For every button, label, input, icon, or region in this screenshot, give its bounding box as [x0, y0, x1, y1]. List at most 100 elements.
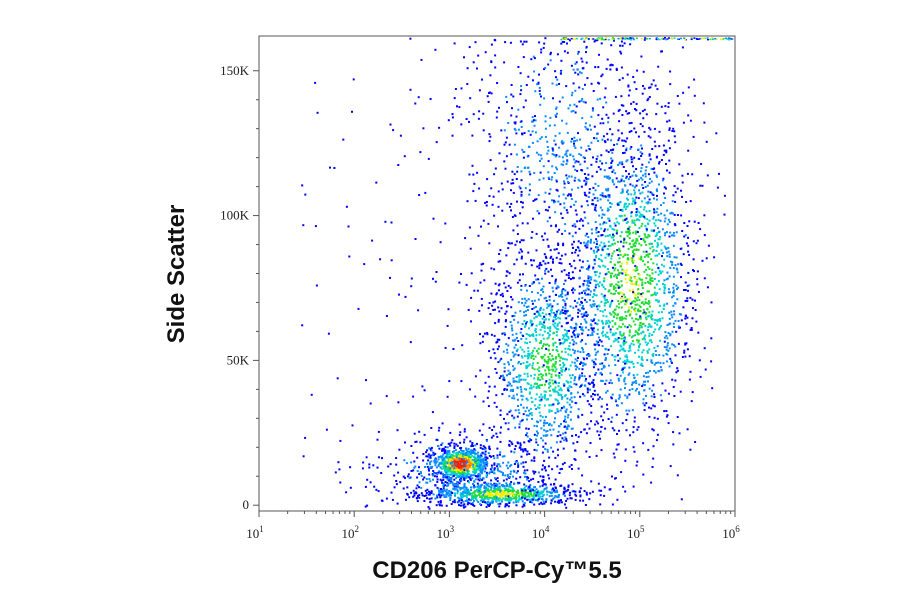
- event-dot: [565, 368, 567, 371]
- event-dot: [577, 160, 580, 163]
- event-dot: [623, 253, 626, 256]
- event-dot: [584, 176, 587, 179]
- event-dot: [525, 337, 528, 340]
- event-dot: [458, 482, 461, 485]
- event-dot: [497, 345, 500, 348]
- event-dot: [584, 384, 587, 387]
- event-dot: [498, 493, 501, 496]
- event-dot: [630, 121, 633, 124]
- event-dot: [561, 217, 564, 219]
- event-dot: [654, 271, 657, 274]
- event-dot: [582, 283, 585, 285]
- event-dot: [596, 343, 598, 346]
- event-dot: [584, 363, 587, 366]
- event-dot: [495, 405, 498, 408]
- event-dot: [563, 182, 566, 185]
- event-dot: [587, 353, 590, 355]
- event-dot: [467, 502, 470, 504]
- event-dot: [608, 219, 611, 222]
- event-dot: [647, 371, 650, 374]
- event-dot: [560, 325, 563, 328]
- event-dot: [528, 353, 531, 356]
- event-dot: [525, 496, 528, 499]
- event-dot: [436, 478, 439, 481]
- event-dot: [635, 168, 638, 170]
- event-dot: [468, 502, 471, 505]
- event-dot: [639, 343, 642, 346]
- event-dot: [584, 298, 587, 301]
- event-dot: [653, 396, 656, 398]
- event-dot: [606, 331, 609, 334]
- event-dot: [620, 104, 623, 107]
- event-dot: [525, 485, 528, 488]
- event-dot: [467, 458, 470, 461]
- event-dot: [475, 470, 477, 473]
- event-dot: [587, 328, 590, 331]
- event-dot: [489, 74, 492, 77]
- event-dot: [618, 271, 621, 274]
- event-dot: [510, 93, 513, 96]
- event-dot: [566, 401, 569, 404]
- event-dot: [617, 292, 620, 295]
- event-dot: [602, 106, 605, 109]
- event-dot: [631, 383, 633, 386]
- event-dot: [549, 303, 552, 306]
- event-dot: [515, 258, 518, 261]
- event-dot: [559, 258, 562, 261]
- event-dot: [571, 374, 574, 377]
- event-dot: [639, 363, 642, 366]
- event-dot: [510, 84, 513, 86]
- event-dot: [641, 92, 644, 95]
- event-dot: [580, 361, 583, 364]
- event-dot: [660, 105, 663, 108]
- event-dot: [664, 247, 667, 249]
- event-dot: [723, 213, 726, 216]
- event-dot: [509, 489, 512, 492]
- event-dot: [557, 200, 560, 203]
- event-dot: [518, 185, 521, 188]
- event-dot: [572, 331, 575, 334]
- event-dot: [537, 384, 540, 387]
- event-dot: [493, 482, 496, 485]
- event-dot: [467, 454, 470, 457]
- event-dot: [508, 395, 511, 398]
- event-dot: [596, 250, 598, 253]
- event-dot: [632, 374, 635, 377]
- event-dot: [576, 350, 579, 353]
- event-dot: [548, 372, 551, 375]
- event-dot: [468, 173, 471, 176]
- event-dot: [624, 490, 627, 493]
- event-dot: [573, 179, 576, 182]
- event-dot: [653, 393, 656, 396]
- event-dot: [517, 500, 519, 503]
- event-dot: [564, 307, 567, 310]
- event-dot: [506, 348, 509, 351]
- event-dot: [629, 302, 632, 305]
- event-dot: [664, 286, 667, 289]
- event-dot: [591, 329, 594, 332]
- event-dot: [705, 140, 708, 143]
- event-dot: [642, 85, 644, 87]
- event-dot: [637, 333, 640, 336]
- event-dot: [496, 82, 499, 84]
- event-dot: [619, 374, 622, 377]
- event-dot: [622, 145, 625, 147]
- event-dot: [553, 248, 556, 251]
- event-dot: [505, 478, 508, 481]
- event-dot: [711, 387, 714, 390]
- event-dot: [477, 462, 480, 465]
- event-dot: [520, 195, 523, 198]
- event-dot: [548, 386, 550, 389]
- event-dot: [622, 166, 625, 168]
- event-dot: [616, 354, 619, 357]
- event-dot: [477, 464, 480, 467]
- event-dot: [578, 219, 581, 222]
- event-dot: [618, 261, 621, 264]
- event-dot: [543, 502, 546, 505]
- event-dot: [447, 464, 450, 467]
- event-dot: [563, 341, 566, 344]
- event-dot: [546, 140, 549, 143]
- event-dot: [469, 440, 472, 443]
- event-dot: [463, 477, 465, 480]
- event-dot: [663, 258, 666, 261]
